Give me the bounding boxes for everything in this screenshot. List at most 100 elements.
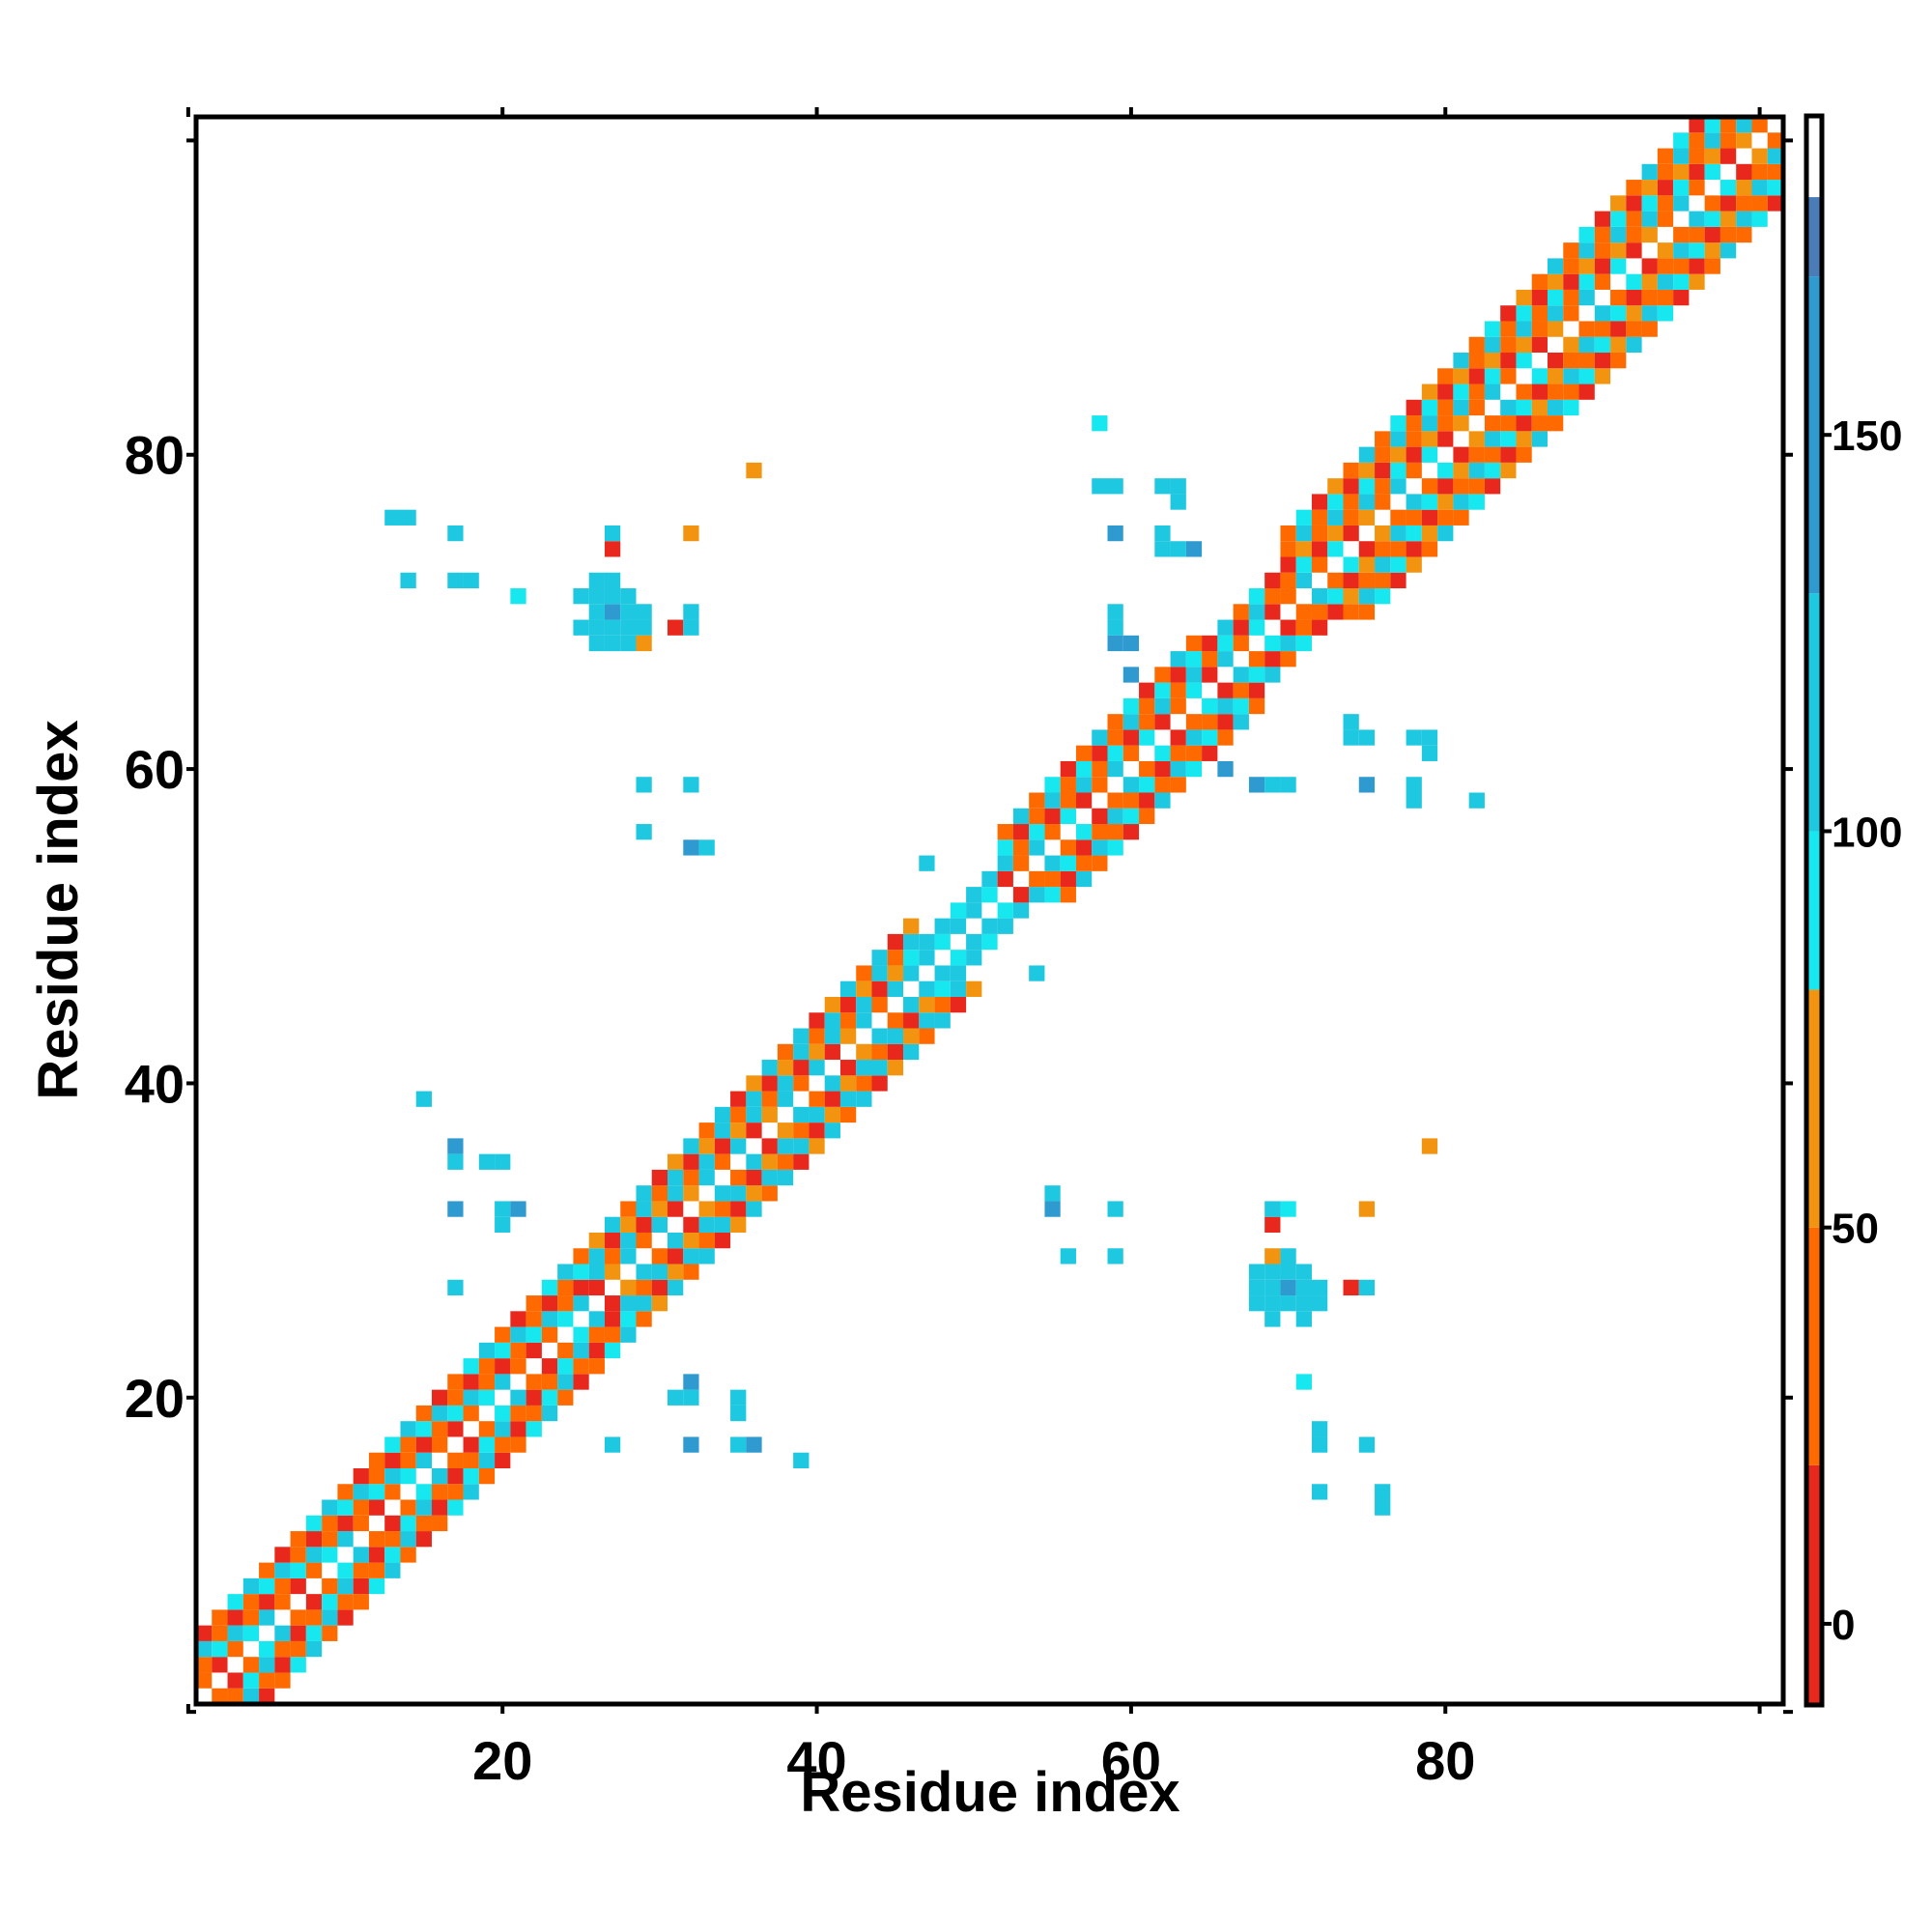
heatmap-cell (1421, 541, 1438, 557)
heatmap-cell (683, 1264, 699, 1280)
heatmap-cell (1248, 777, 1265, 793)
heatmap-cell (305, 1640, 323, 1658)
heatmap-cell (1578, 289, 1595, 306)
heatmap-cell (934, 1012, 951, 1029)
heatmap-cell (1311, 541, 1328, 557)
heatmap-cell (1233, 619, 1249, 636)
heatmap-cell (1343, 604, 1359, 620)
heatmap-cell (793, 1153, 810, 1170)
heatmap-cell (1358, 509, 1376, 526)
heatmap-cell (1170, 541, 1186, 557)
heatmap-cell (1029, 887, 1045, 903)
heatmap-cell (1060, 839, 1076, 856)
heatmap-cell (1107, 1248, 1123, 1264)
heatmap-cell (478, 1374, 496, 1390)
heatmap-cell (447, 572, 464, 589)
heatmap-cell (761, 1185, 778, 1202)
heatmap-cell (322, 1577, 338, 1595)
heatmap-cell (1060, 792, 1076, 809)
heatmap-cell (400, 1515, 416, 1532)
heatmap-cell (1280, 541, 1296, 557)
heatmap-cell (274, 1640, 291, 1658)
heatmap-cell (903, 1028, 920, 1044)
heatmap-cell (1767, 163, 1783, 181)
heatmap-cell (1626, 321, 1642, 337)
heatmap-cell (337, 1562, 354, 1578)
heatmap-cell (1185, 745, 1203, 761)
heatmap-cell (856, 996, 872, 1013)
heatmap-cell (242, 1594, 260, 1610)
heatmap-cell (966, 950, 982, 966)
heatmap-cell (400, 1452, 416, 1468)
heatmap-cell (447, 1138, 464, 1154)
heatmap-cell (384, 1515, 401, 1532)
heatmap-cell (573, 1279, 589, 1296)
heatmap-cell (478, 1153, 496, 1170)
heatmap-cell (1516, 336, 1532, 354)
heatmap-cell (573, 588, 589, 605)
heatmap-cell (1295, 619, 1312, 636)
heatmap-cell (1217, 651, 1234, 668)
heatmap-cell (1075, 855, 1093, 871)
heatmap-cell (1516, 321, 1532, 337)
heatmap-cell (777, 1043, 794, 1061)
heatmap-cell (856, 965, 872, 981)
heatmap-cell (384, 1452, 401, 1468)
heatmap-cell (683, 777, 699, 793)
heatmap-cell (683, 1138, 699, 1154)
heatmap-cell (1689, 273, 1705, 290)
heatmap-cell (1531, 415, 1548, 432)
heatmap-cells (196, 117, 1783, 1704)
heatmap-cell (1626, 195, 1642, 212)
heatmap-cell (242, 1657, 260, 1673)
heatmap-cell (1594, 305, 1611, 322)
heatmap-cell (1248, 682, 1265, 698)
heatmap-cell (636, 1311, 652, 1327)
heatmap-cell (1547, 258, 1564, 274)
heatmap-cell (478, 1452, 496, 1468)
heatmap-cell (1610, 258, 1627, 274)
heatmap-cell (463, 1452, 479, 1468)
heatmap-cell (290, 1577, 306, 1595)
heatmap-cell (903, 1043, 920, 1061)
heatmap-cell (1641, 321, 1658, 337)
heatmap-cell (1044, 870, 1061, 888)
heatmap-cell (1327, 525, 1344, 542)
heatmap-cell (1075, 792, 1093, 809)
heatmap-cell (1217, 682, 1234, 698)
heatmap-cell (1610, 321, 1627, 337)
heatmap-cell (1107, 635, 1123, 652)
heatmap-cell (1185, 667, 1203, 683)
heatmap-cell (1453, 494, 1469, 510)
heatmap-cell (526, 1326, 542, 1343)
heatmap-cell (1295, 604, 1312, 620)
heatmap-cell (1343, 478, 1359, 495)
heatmap-cell (887, 1060, 904, 1076)
heatmap-cell (919, 1028, 935, 1044)
heatmap-cell (1610, 353, 1627, 369)
heatmap-cell (651, 1216, 668, 1233)
heatmap-cell (1343, 1279, 1359, 1296)
heatmap-cell (1092, 777, 1108, 793)
heatmap-cell (290, 1531, 306, 1548)
heatmap-cell (1092, 808, 1108, 825)
heatmap-cell (305, 1562, 323, 1578)
heatmap-cell (1264, 667, 1281, 683)
heatmap-cell (588, 588, 605, 605)
heatmap-cell (526, 1342, 542, 1359)
y-tick-labels: 20 40 60 80 (125, 425, 185, 1429)
heatmap-cell (227, 1640, 243, 1658)
heatmap-cell (1641, 195, 1658, 212)
heatmap-cell (495, 1452, 511, 1468)
heatmap-cell (668, 1185, 684, 1202)
heatmap-cell (604, 1311, 621, 1327)
heatmap-cell (604, 1264, 621, 1280)
heatmap-cell (1139, 777, 1155, 793)
heatmap-cell (1484, 478, 1501, 495)
heatmap-cell (510, 1389, 526, 1406)
heatmap-cell (432, 1389, 448, 1406)
colorbar-band (1808, 276, 1820, 594)
heatmap-cell (1421, 399, 1438, 416)
heatmap-cell (1122, 667, 1140, 683)
heatmap-cell (1185, 682, 1203, 698)
